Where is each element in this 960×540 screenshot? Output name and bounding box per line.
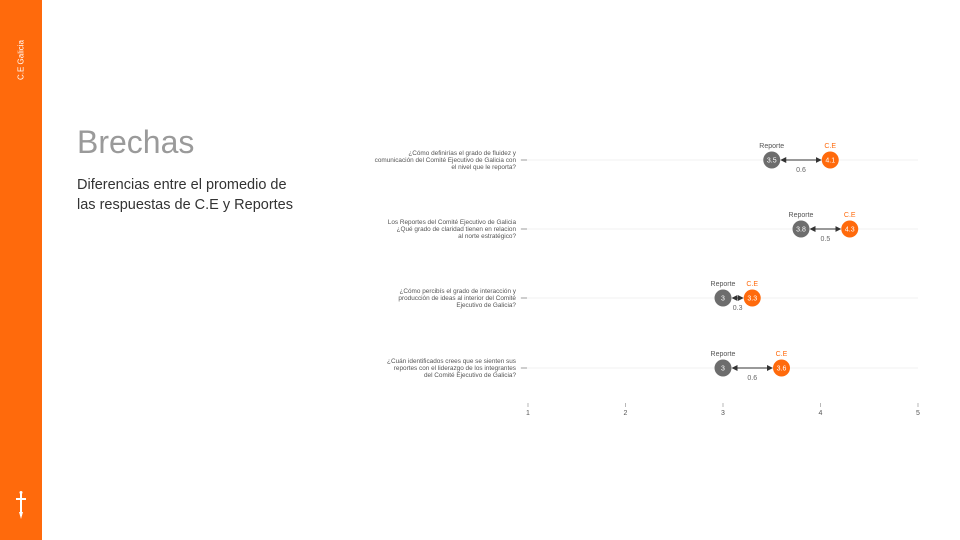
ce-value: 4.1	[825, 158, 835, 165]
reporte-value: 3	[721, 296, 725, 303]
ce-dot	[743, 289, 761, 307]
series-label-reporte: Reporte	[711, 351, 736, 358]
series-label-ce: C.E	[824, 143, 836, 150]
gap-value: 0.6	[796, 167, 806, 174]
gap-value: 0.5	[821, 236, 831, 243]
x-tick-label: 5	[916, 410, 920, 417]
ce-value: 3.6	[777, 366, 787, 373]
ce-dot	[841, 220, 859, 238]
question-label: producción de ideas al interior del Comi…	[398, 295, 516, 302]
question-label: comunicación del Comité Ejecutivo de Gal…	[375, 157, 517, 164]
series-label-reporte: Reporte	[711, 281, 736, 288]
series-label-reporte: Reporte	[759, 143, 784, 150]
x-tick-label: 2	[624, 410, 628, 417]
reporte-dot	[714, 289, 732, 307]
question-label: del Comité Ejecutivo de Galicia?	[424, 372, 516, 379]
question-label: Los Reportes del Comité Ejecutivo de Gal…	[388, 219, 517, 226]
ce-dot	[821, 151, 839, 169]
ce-dot	[773, 359, 790, 377]
reporte-dot	[714, 359, 732, 377]
x-tick-label: 1	[526, 410, 530, 417]
question-label: ¿Cómo percibís el grado de interacción y	[399, 288, 516, 295]
page-subtitle: Diferencias entre el promedio de las res…	[77, 177, 293, 213]
page-title: Brechas	[77, 124, 195, 160]
reporte-value: 3.8	[796, 227, 806, 234]
question-label: Ejecutivo de Galicia?	[456, 302, 516, 309]
x-tick-label: 3	[721, 410, 725, 417]
question-label: el nivel que le reporta?	[451, 164, 516, 171]
series-label-ce: C.E	[844, 212, 856, 219]
series-label-ce: C.E	[776, 351, 788, 358]
sidebar: C.E Galicia	[0, 0, 42, 540]
dagger-cross-icon	[16, 491, 26, 519]
question-label: ¿Cuán identificados crees que se sienten…	[387, 358, 516, 365]
ce-value: 4.3	[845, 227, 855, 234]
x-tick-label: 4	[819, 410, 823, 417]
reporte-dot	[763, 151, 781, 169]
question-label: ¿Qué grado de claridad tienen en relacio…	[397, 226, 517, 233]
reporte-dot	[792, 220, 810, 238]
question-label: reportes con el liderazgo de los integra…	[394, 365, 516, 372]
question-label: ¿Cómo definirías el grado de fluidez y	[408, 150, 516, 157]
gap-value: 0.3	[733, 305, 743, 312]
series-label-reporte: Reporte	[789, 212, 814, 219]
ce-value: 3.3	[747, 296, 757, 303]
reporte-value: 3	[721, 366, 725, 373]
series-label-ce: C.E	[746, 281, 758, 288]
question-label: al norte estratégico?	[458, 233, 516, 240]
reporte-value: 3.5	[767, 158, 777, 165]
gap-value: 0.6	[747, 375, 757, 382]
